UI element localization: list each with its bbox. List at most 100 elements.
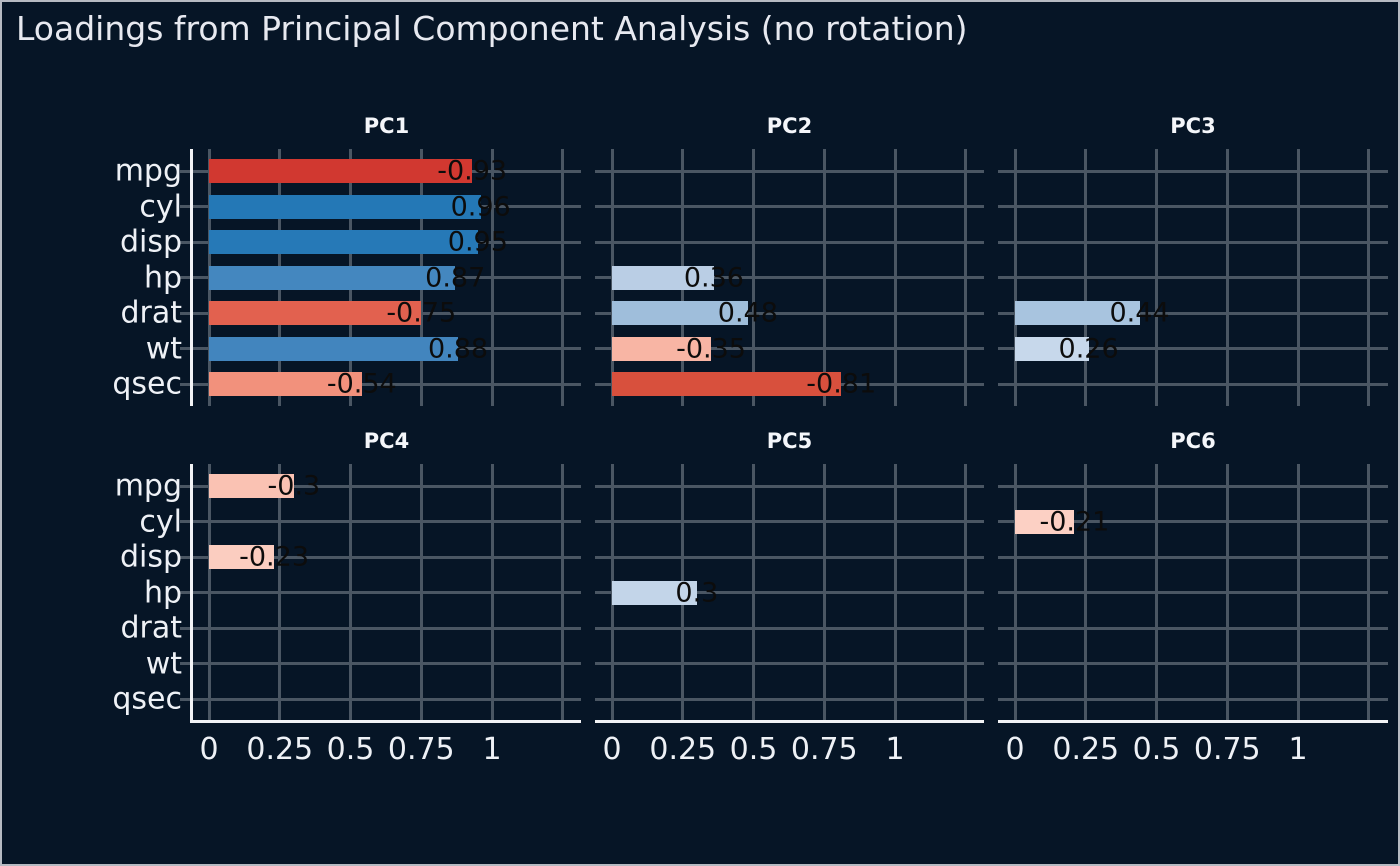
bar-value-label: 0.88 (427, 333, 489, 364)
y-axis-label-wt: wt (145, 646, 182, 681)
y-gridline (192, 520, 581, 523)
bar-value-label: 0.44 (1109, 297, 1170, 329)
y-tick (180, 626, 190, 630)
bar-value-label: 0.26 (1058, 333, 1119, 364)
y-axis-label-cyl: cyl (139, 189, 182, 224)
x-axis-tick-label: 1 (1288, 732, 1308, 767)
y-gridline (192, 555, 581, 559)
x-axis-tick-label: 0.75 (1193, 732, 1261, 767)
y-gridline (998, 205, 1388, 208)
y-gridline (998, 555, 1388, 559)
facet-title-pc1: PC1 (363, 114, 410, 138)
y-tick (180, 555, 190, 559)
y-tick (180, 205, 190, 208)
y-gridline (595, 205, 984, 208)
y-tick (180, 311, 190, 315)
y-gridline (192, 484, 581, 488)
y-axis-label-drat: drat (120, 610, 182, 646)
x-axis-tick-label: 0.5 (1132, 732, 1181, 767)
facet-title-pc6: PC6 (1170, 429, 1216, 453)
y-gridline (595, 520, 984, 523)
loading-bar-pc1-qsec (209, 372, 362, 396)
y-gridline (998, 626, 1388, 630)
y-tick (180, 169, 190, 173)
y-axis-label-wt: wt (145, 331, 182, 366)
y-axis-label-qsec: qsec (112, 681, 182, 717)
y-gridline (192, 697, 581, 701)
facet-title-pc3: PC3 (1170, 114, 1216, 138)
y-gridline (998, 520, 1388, 523)
y-gridline (595, 591, 984, 594)
y-gridline (595, 347, 984, 350)
chart-title: Loadings from Principal Component Analys… (16, 9, 968, 48)
loading-bar-pc2-wt (612, 336, 712, 361)
y-gridline (998, 591, 1388, 594)
y-gridline (998, 276, 1388, 279)
facet-panel-pc5: 0.3 (595, 464, 984, 723)
y-gridline (595, 697, 984, 701)
y-gridline (998, 169, 1388, 173)
x-axis-tick-label: 0 (199, 732, 219, 767)
x-axis-tick-label: 0.5 (729, 732, 778, 767)
y-gridline (595, 276, 984, 279)
loading-bar-pc5-hp (612, 580, 697, 605)
y-gridline (998, 697, 1388, 701)
y-gridline (595, 311, 984, 315)
x-axis-line (998, 720, 1388, 723)
bar-value-label: -0.21 (1039, 506, 1110, 537)
facet-panel-pc1: -0.93 0.96 0.95 0.87 -0.75 0.88 -0.54 (180, 149, 581, 406)
facet-title-pc2: PC2 (766, 114, 813, 138)
x-axis-tick-label: 0 (602, 732, 622, 767)
y-axis-label-qsec: qsec (112, 366, 182, 402)
y-gridline (595, 626, 984, 630)
bar-value-label: -0.93 (437, 155, 508, 187)
y-axis-label-cyl: cyl (139, 504, 182, 539)
bar-value-label: 0.48 (717, 297, 778, 329)
y-axis-label-mpg: mpg (114, 468, 182, 504)
y-axis-label-mpg: mpg (114, 153, 182, 189)
y-axis-label-disp: disp (119, 224, 182, 260)
loading-bar-pc1-drat (209, 301, 422, 325)
loading-bar-pc6-cyl (1015, 509, 1075, 534)
loading-bar-pc1-wt (209, 336, 459, 361)
x-axis-tick-label: 1 (885, 732, 905, 767)
x-axis-tick-label: 0.25 (1052, 732, 1120, 767)
bar-value-label: 0.36 (683, 262, 744, 293)
y-gridline (595, 169, 984, 173)
facet-title-pc5: PC5 (766, 429, 813, 453)
facet-panel-pc2: 0.36 0.48 -0.35 -0.81 (595, 149, 984, 406)
x-axis-tick-label: 0.25 (649, 732, 717, 767)
y-tick (180, 484, 190, 488)
y-gridline (998, 662, 1388, 665)
loading-bar-pc4-disp (209, 545, 275, 569)
y-tick (180, 276, 190, 279)
loading-bar-pc3-wt (1015, 336, 1089, 361)
y-tick (180, 591, 190, 594)
y-gridline (998, 347, 1388, 350)
y-gridline (595, 484, 984, 488)
x-axis-line (595, 720, 984, 723)
x-axis-tick-label: 0.75 (790, 732, 858, 767)
x-axis-tick-label: 1 (482, 732, 502, 767)
y-tick (180, 520, 190, 523)
x-axis-tick-label: 0 (1005, 732, 1025, 767)
bar-value-label: -0.3 (267, 470, 321, 502)
x-axis-tick-label: 0.75 (387, 732, 455, 767)
loading-bar-pc2-qsec (612, 372, 842, 396)
loading-bar-pc2-drat (612, 301, 748, 325)
bar-value-label: 0.95 (447, 226, 508, 258)
loading-bar-pc3-drat (1015, 301, 1140, 325)
y-axis-line (190, 464, 193, 723)
loading-bar-pc1-mpg (209, 159, 473, 183)
y-gridline (998, 311, 1388, 315)
bar-value-label: 0.87 (425, 262, 486, 293)
y-axis-label-hp: hp (143, 260, 182, 295)
y-gridline (998, 382, 1388, 386)
bar-value-label: 0.3 (675, 577, 719, 608)
y-tick (180, 662, 190, 665)
y-axis-line (190, 149, 193, 406)
loading-bar-pc2-hp (612, 265, 714, 290)
bar-value-label: -0.81 (806, 368, 877, 400)
y-gridline (192, 662, 581, 665)
